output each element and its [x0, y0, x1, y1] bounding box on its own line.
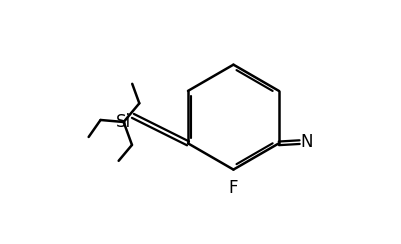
Text: Si: Si [116, 113, 131, 131]
Text: N: N [301, 133, 313, 151]
Text: F: F [229, 179, 238, 197]
